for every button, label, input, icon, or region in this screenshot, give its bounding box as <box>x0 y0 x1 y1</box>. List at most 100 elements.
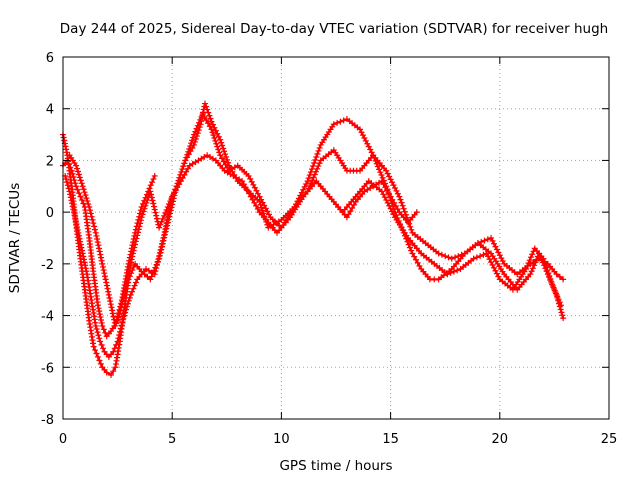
data-marker <box>103 282 110 289</box>
data-marker <box>63 146 70 153</box>
data-marker <box>82 265 89 272</box>
data-marker <box>70 206 77 213</box>
data-marker <box>337 118 344 125</box>
data-marker <box>546 272 553 279</box>
data-point <box>343 214 350 221</box>
x-tick-label: 20 <box>492 432 509 447</box>
y-tick-label: 4 <box>46 103 54 118</box>
data-marker <box>96 245 103 252</box>
data-marker <box>556 299 563 306</box>
data-marker <box>79 247 86 254</box>
data-marker <box>158 244 165 251</box>
data-point <box>145 188 152 195</box>
data-marker <box>67 191 74 198</box>
data-marker <box>103 279 110 286</box>
data-point <box>191 131 198 138</box>
data-point <box>79 183 86 190</box>
data-marker <box>214 143 221 150</box>
data-marker <box>206 123 213 130</box>
x-tick-label: 25 <box>601 432 618 447</box>
data-marker <box>190 134 197 141</box>
data-marker <box>65 160 72 167</box>
data-marker <box>151 206 158 213</box>
data-marker <box>314 165 321 172</box>
data-point <box>413 209 420 216</box>
data-marker <box>315 147 322 154</box>
data-marker <box>110 368 117 375</box>
data-point <box>208 118 215 125</box>
data-marker <box>163 220 170 227</box>
data-marker <box>77 177 84 184</box>
data-marker <box>143 191 150 198</box>
data-marker <box>81 259 88 266</box>
data-point <box>560 315 567 322</box>
data-point <box>114 338 121 345</box>
data-point <box>90 343 97 350</box>
data-marker <box>531 262 538 269</box>
data-marker <box>251 199 258 206</box>
data-marker <box>478 238 485 245</box>
data-marker <box>77 241 84 248</box>
data-marker <box>127 251 134 258</box>
data-marker <box>308 166 315 173</box>
data-marker <box>119 319 126 326</box>
plot-border <box>62 56 610 420</box>
data-point <box>110 348 117 355</box>
data-marker <box>311 171 318 178</box>
data-marker <box>156 253 163 260</box>
data-marker <box>69 200 76 207</box>
data-marker <box>242 184 249 191</box>
data-point <box>557 302 564 309</box>
data-marker <box>382 184 389 191</box>
data-marker <box>555 296 562 303</box>
y-tick-label: 6 <box>46 51 54 66</box>
data-marker <box>72 180 79 187</box>
data-marker <box>196 119 203 126</box>
data-marker <box>554 293 561 300</box>
data-marker <box>84 198 91 205</box>
data-point <box>77 193 84 200</box>
data-marker <box>157 221 164 228</box>
data-point <box>105 291 112 298</box>
data-marker <box>98 257 105 264</box>
data-marker <box>97 251 104 258</box>
data-marker <box>334 119 341 126</box>
data-marker <box>162 223 169 230</box>
data-marker <box>311 160 318 167</box>
data-point <box>108 372 115 379</box>
data-marker <box>95 332 102 339</box>
data-marker <box>178 168 185 175</box>
data-marker <box>149 179 156 186</box>
data-marker <box>188 140 195 147</box>
data-marker <box>201 113 208 120</box>
data-point <box>92 229 99 236</box>
data-marker <box>95 305 102 312</box>
data-marker <box>180 163 187 170</box>
data-marker <box>88 213 95 220</box>
data-marker <box>416 262 423 269</box>
data-point <box>217 136 224 143</box>
data-marker <box>94 329 101 336</box>
data-point <box>448 255 455 262</box>
data-marker <box>93 350 100 357</box>
data-marker <box>206 112 213 119</box>
data-marker <box>203 117 210 124</box>
data-marker <box>306 182 313 189</box>
data-marker <box>307 169 314 176</box>
data-marker <box>98 319 105 326</box>
data-marker <box>147 182 154 189</box>
data-point <box>132 229 139 236</box>
data-marker <box>63 179 70 186</box>
data-marker <box>96 248 103 255</box>
data-marker <box>130 236 137 243</box>
data-marker <box>481 237 488 244</box>
data-marker <box>559 312 566 319</box>
data-marker <box>220 158 227 165</box>
data-marker <box>310 174 317 181</box>
data-point <box>474 240 481 247</box>
data-marker <box>105 288 112 295</box>
data-marker <box>158 218 165 225</box>
y-tick-label: 2 <box>46 154 54 169</box>
data-marker <box>240 181 247 188</box>
data-marker <box>373 160 380 167</box>
